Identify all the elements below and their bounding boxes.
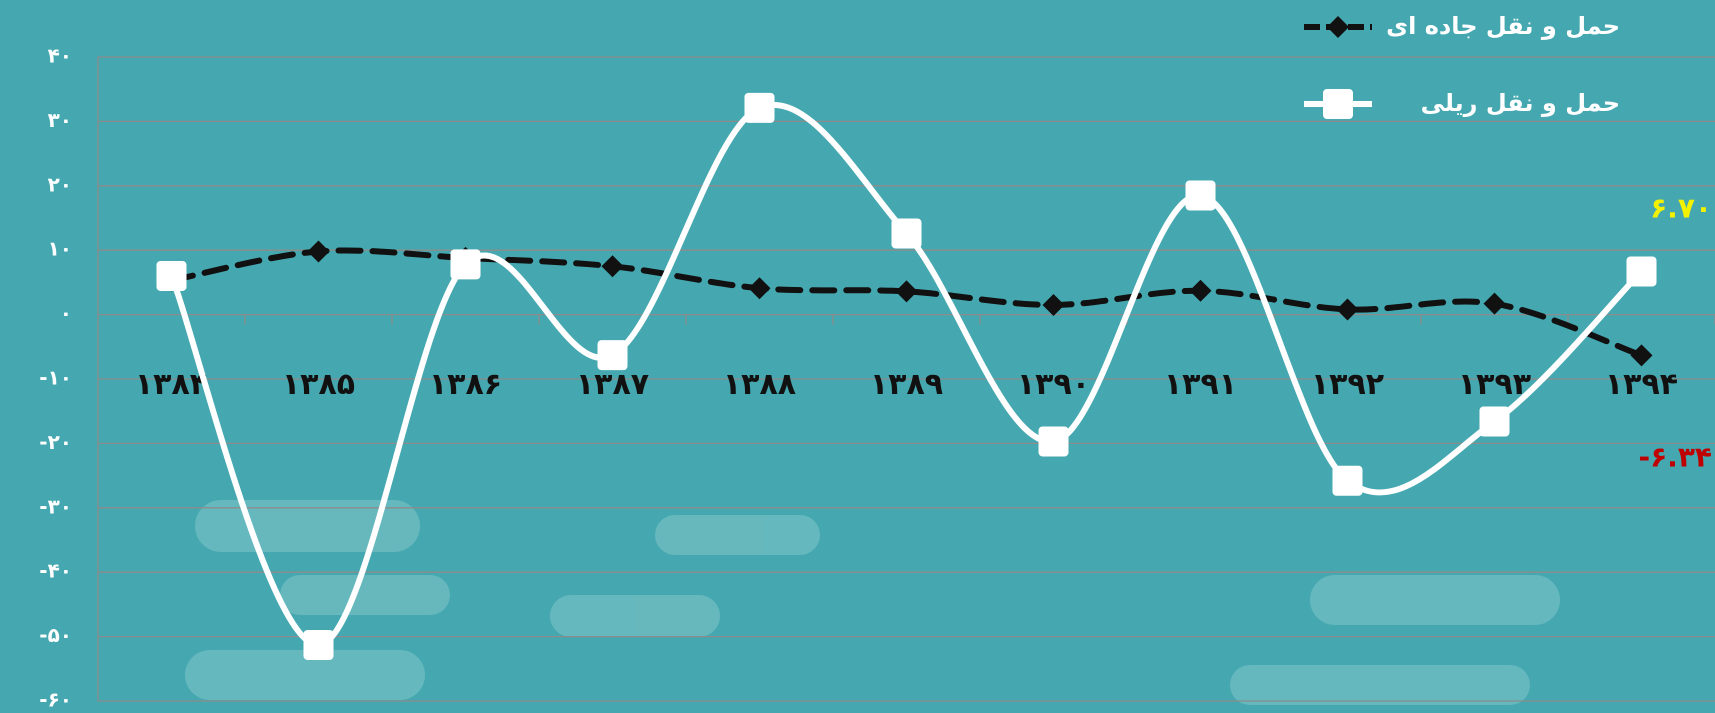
y-tick-label: -۱۰ <box>39 366 72 390</box>
y-tick-label: -۵۰ <box>39 623 72 647</box>
legend-label: حمل و نقل ریلی <box>1421 89 1620 117</box>
series <box>156 92 1657 660</box>
point <box>891 218 922 249</box>
point <box>1626 256 1657 287</box>
point <box>450 249 481 280</box>
series <box>160 240 1653 367</box>
y-tick-label: ۰ <box>60 301 72 325</box>
point <box>1189 279 1212 302</box>
annotation: ۶.۷۰ <box>1650 191 1712 224</box>
x-tick-label: ۱۳۸۶ <box>429 367 502 402</box>
y-tick-label: -۳۰ <box>39 494 72 518</box>
point <box>1323 89 1353 119</box>
point <box>601 255 624 278</box>
y-tick-label: ۲۰ <box>48 172 72 196</box>
y-tick-label: -۴۰ <box>39 559 72 583</box>
point <box>1479 406 1510 437</box>
x-tick-label: ۱۳۸۴ <box>135 367 208 402</box>
x-tick-label: ۱۳۹۳ <box>1458 367 1531 402</box>
x-tick-label: ۱۳۸۸ <box>723 367 796 402</box>
x-tick-label: ۱۳۹۴ <box>1605 367 1678 402</box>
annotation: -۶.۳۴ <box>1638 440 1712 473</box>
point <box>1042 293 1065 316</box>
y-tick-label: ۴۰ <box>48 44 72 68</box>
x-tick-label: ۱۳۸۹ <box>870 367 943 402</box>
legend-label: حمل و نقل جاده ای <box>1386 12 1620 40</box>
y-tick-label: -۶۰ <box>39 688 72 712</box>
y-tick-label: -۲۰ <box>39 430 72 454</box>
point <box>303 629 334 660</box>
point <box>895 280 918 303</box>
point <box>597 340 628 371</box>
point <box>156 260 187 291</box>
y-tick-label: ۱۰ <box>48 237 72 261</box>
point <box>1630 344 1653 367</box>
background-decoration <box>185 500 1560 705</box>
x-tick-label: ۱۳۹۲ <box>1311 367 1384 402</box>
x-tick-label: ۱۳۹۰ <box>1017 367 1090 402</box>
point <box>1332 465 1363 496</box>
x-tick-label: ۱۳۸۷ <box>576 367 649 402</box>
series-line <box>168 247 1645 359</box>
point <box>1185 180 1216 211</box>
x-tick-label: ۱۳۹۱ <box>1164 367 1237 402</box>
point <box>748 277 771 300</box>
point <box>307 240 330 263</box>
point <box>1483 292 1506 315</box>
point <box>1327 16 1349 38</box>
point <box>1336 298 1359 321</box>
point <box>1038 426 1069 457</box>
x-tick-label: ۱۳۸۵ <box>282 367 355 402</box>
point <box>744 92 775 123</box>
y-tick-label: ۳۰ <box>48 108 72 132</box>
